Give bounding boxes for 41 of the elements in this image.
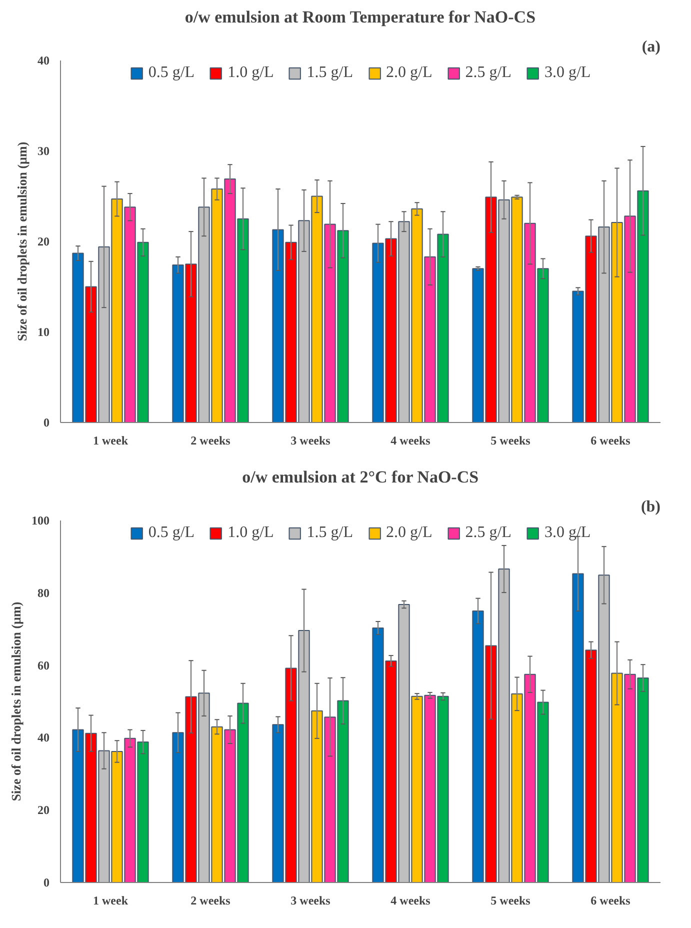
legend-label: 3.0 g/L: [544, 64, 591, 82]
legend-label: 2.0 g/L: [386, 524, 432, 542]
x-tick-label: 4 weeks: [390, 894, 431, 908]
x-tick-label: 1 week: [93, 434, 128, 448]
x-tick-label: 1 week: [93, 894, 128, 908]
x-tick-label: 5 weeks: [490, 894, 531, 908]
x-tick-label: 6 weeks: [590, 894, 631, 908]
y-tick-label: 40: [38, 730, 50, 745]
y-tick-label: 20: [38, 234, 50, 248]
x-tick-label: 6 weeks: [590, 434, 631, 448]
legend-label: 1.0 g/L: [228, 64, 274, 82]
x-tick-label: 2 weeks: [190, 894, 231, 908]
y-tick-label: 10: [38, 325, 50, 339]
x-tick-label: 3 weeks: [290, 894, 331, 908]
legend-label: 1.5 g/L: [306, 524, 353, 542]
chart-title: o/w emulsion at 2°C for NaO-CS: [242, 468, 479, 486]
text: (b): [640, 498, 661, 516]
y-tick-label: 0: [44, 876, 50, 890]
legend-label: 0.5 g/L: [148, 64, 195, 82]
x-tick-label: 3 weeks: [290, 434, 331, 448]
y-tick-label: 30: [38, 144, 50, 158]
y-tick-label: 0: [44, 416, 50, 430]
legend-label: 2.0 g/L: [386, 64, 432, 82]
y-tick-label: 60: [38, 658, 50, 672]
y-axis-title: Size of oil droplets in emulsion (µm): [14, 142, 30, 342]
legend-label: 2.5 g/L: [465, 64, 512, 82]
x-tick-label: 2 weeks: [190, 434, 231, 448]
y-tick-label: 40: [38, 54, 50, 68]
legend-label: 2.5 g/L: [465, 524, 512, 542]
x-tick-label: 5 weeks: [490, 434, 531, 448]
legend-label: 0.5 g/L: [148, 524, 195, 542]
chart-title: o/w emulsion at Room Temperature for NaO-CS: [184, 8, 536, 26]
y-axis-title: Size of oil droplets in emulsion (µm): [8, 602, 24, 802]
legend-label: 3.0 g/L: [544, 524, 591, 542]
x-tick-label: 4 weeks: [390, 434, 431, 448]
y-tick-label: 80: [38, 586, 50, 600]
legend-label: 1.0 g/L: [228, 524, 274, 542]
text: (a): [642, 38, 660, 56]
legend-label: 1.5 g/L: [306, 64, 353, 82]
y-tick-label: 20: [38, 803, 50, 818]
y-tick-label: 100: [32, 514, 50, 528]
